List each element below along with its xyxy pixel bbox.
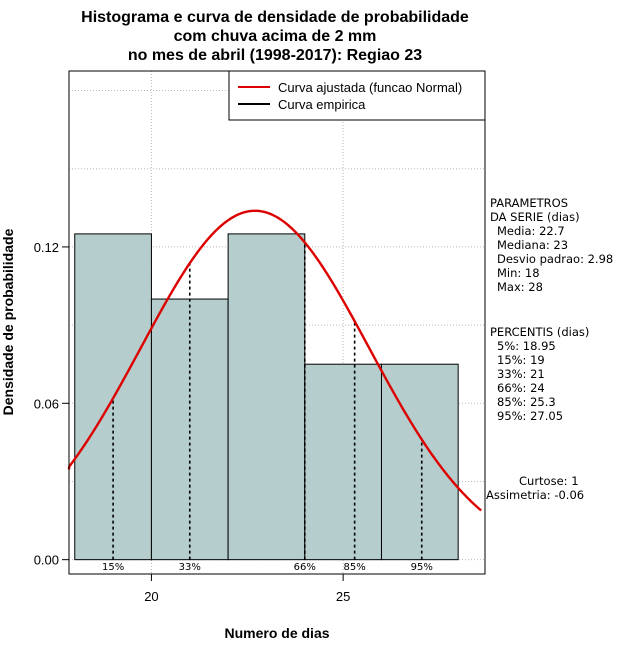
y-axis: 0.00 0.06 0.12: [34, 240, 69, 568]
params-line-6: Min: 18: [497, 266, 540, 280]
histogram-bar: [380, 363, 459, 561]
y-tick-label: 0.00: [34, 553, 59, 568]
params-line-1: PARAMETROS: [490, 196, 568, 210]
histogram-bar: [304, 363, 382, 561]
y-axis-title: Densidade de probabilidade: [0, 228, 16, 415]
assimetria-label: Assimetria: -0.06: [486, 488, 584, 502]
chart-title-line-3: no mes de abril (1998-2017): Regiao 23: [128, 47, 422, 64]
legend-box: [228, 70, 486, 121]
params-line-5: Desvio padrao: 2.98: [497, 252, 613, 266]
params-line-4: Mediana: 23: [497, 238, 568, 252]
chart-title-line-1: Histograma e curva de densidade de proba…: [81, 9, 469, 26]
percentile-label: 85%: [344, 562, 366, 573]
percentile-markers: 15% 33% 66% 85% 95%: [102, 242, 433, 573]
histogram-bars: [74, 233, 459, 561]
x-axis-title: Numero de dias: [224, 625, 329, 641]
percentis-line-4: 33%: 21: [497, 367, 545, 381]
y-tick-label: 0.12: [34, 240, 59, 255]
percentis-line-2: 5%: 18.95: [497, 339, 556, 353]
histogram-bar: [150, 298, 229, 561]
legend-empirical-label: Curva empirica: [278, 97, 366, 112]
params-line-3: Media: 22.7: [497, 224, 565, 238]
y-tick-label: 0.06: [34, 396, 59, 411]
percentis-line-3: 15%: 19: [497, 353, 545, 367]
percentile-label: 15%: [102, 562, 124, 573]
histogram-bar: [227, 233, 306, 561]
legend: Curva ajustada (funcao Normal) Curva emp…: [228, 70, 486, 121]
percentis-line-1: PERCENTIS (dias): [490, 325, 589, 339]
side-panel: PARAMETROS DA SERIE (dias) Media: 22.7 M…: [486, 196, 613, 502]
curtose-label: Curtose: 1: [519, 474, 579, 488]
legend-fit-label: Curva ajustada (funcao Normal): [278, 80, 462, 95]
percentile-label: 95%: [411, 562, 433, 573]
x-tick-label: 20: [144, 589, 158, 604]
fit-curve-layer: [67, 209, 482, 512]
percentis-line-5: 66%: 24: [497, 381, 545, 395]
percentile-label: 66%: [294, 562, 316, 573]
chart-title-line-2: com chuva acima de 2 mm: [174, 28, 377, 45]
percentis-line-6: 85%: 25.3: [497, 395, 556, 409]
x-axis: 20 25: [144, 574, 350, 604]
fit-curve-normal: [67, 209, 482, 512]
params-line-2: DA SERIE (dias): [490, 210, 580, 224]
percentis-line-7: 95%: 27.05: [497, 409, 563, 423]
percentile-label: 33%: [179, 562, 201, 573]
x-tick-label: 25: [336, 589, 350, 604]
params-line-7: Max: 28: [497, 280, 543, 294]
